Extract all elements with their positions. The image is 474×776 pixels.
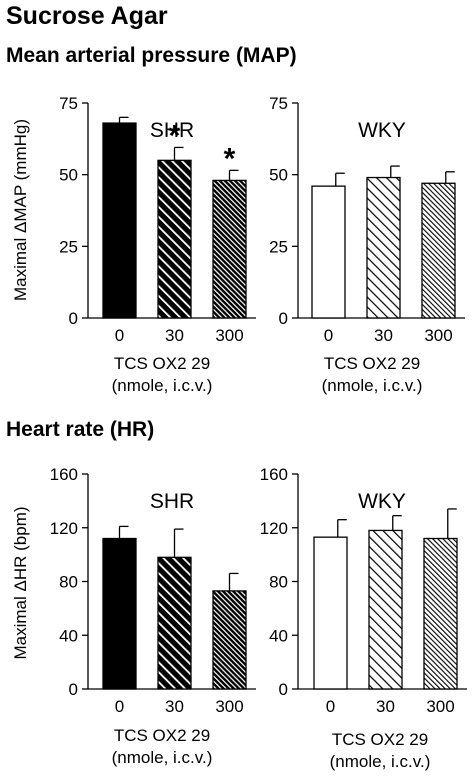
panel-2-y-tick-label: 25	[269, 237, 288, 256]
panel-1-y-tick-label: 50	[59, 166, 78, 185]
panel-2-title: WKY	[358, 119, 406, 142]
panel-3-y-tick-label: 0	[69, 680, 78, 699]
panel-3-bar-300	[212, 590, 247, 690]
map-section-heading: Mean arterial pressure (MAP)	[6, 44, 297, 67]
hr-section-heading: Heart rate (HR)	[6, 418, 155, 441]
panel-1-bar-0	[102, 122, 137, 319]
panel-4-x-tick-label: 30	[376, 697, 395, 716]
panel-3-bar-0	[102, 537, 137, 690]
panel-4-y-tick-label: 0	[279, 680, 288, 699]
panel-3-y-label: Maximal ΔHR (bpm)	[11, 506, 30, 659]
panel-4-x-label: TCS OX2 29	[332, 730, 428, 749]
panel-4-bar-300	[423, 537, 458, 690]
panel-4-y-tick-label: 120	[260, 519, 288, 538]
panel-1-bar-300	[212, 179, 247, 319]
panel-1-bar-30	[157, 159, 192, 319]
panel-3-title: SHR	[150, 490, 194, 513]
panel-3-y-tick-label: 40	[59, 626, 78, 645]
panel-1-title: SHR	[150, 119, 194, 142]
panel-4-bar-0	[313, 536, 348, 690]
panel-3-x-label: TCS OX2 29	[114, 726, 210, 745]
panel-4-y-tick-label: 80	[269, 573, 288, 592]
panel-2-bar-300	[421, 182, 456, 319]
panel-3-x-tick-label: 30	[165, 697, 184, 716]
panel-4-y-tick-label: 40	[269, 626, 288, 645]
panel-1-x-tick-label: 300	[215, 326, 243, 345]
panel-1-y-tick-label: 0	[69, 309, 78, 328]
panel-1-x-label: TCS OX2 29	[114, 354, 210, 373]
panel-3-x-label-sub: (nmole, i.c.v.)	[112, 748, 213, 767]
panel-4-x-label-sub: (nmole, i.c.v.)	[330, 752, 431, 771]
panel-1-x-tick-label: 0	[115, 326, 124, 345]
panel-3-y-tick-label: 120	[50, 519, 78, 538]
panel-1-y-label: Maximal ΔMAP (mmHg)	[11, 119, 30, 301]
panel-2-x-tick-label: 300	[424, 326, 452, 345]
panel-1-y-tick-label: 25	[59, 237, 78, 256]
panel-2-x-label-sub: (nmole, i.c.v.)	[322, 376, 423, 395]
figure-title: Sucrose Agar	[6, 2, 168, 30]
panel-2-bar-30	[366, 176, 401, 319]
panel-3-bar-30	[157, 556, 192, 690]
panel-2-bar-0	[311, 185, 346, 319]
panel-2-y-tick-label: 75	[269, 94, 288, 113]
panel-3-y-tick-label: 80	[59, 573, 78, 592]
panel-1-x-label-sub: (nmole, i.c.v.)	[112, 376, 213, 395]
panel-4-y-tick-label: 160	[260, 465, 288, 484]
panel-2-y-tick-label: 50	[269, 166, 288, 185]
panel-2-y-tick-label: 0	[279, 309, 288, 328]
panel-4-title: WKY	[358, 490, 406, 513]
panel-1-x-tick-label: 30	[165, 326, 184, 345]
panel-3-x-tick-label: 300	[215, 697, 243, 716]
panel-1-significance-marker: *	[224, 142, 236, 175]
panel-1-significance-marker: *	[169, 119, 181, 152]
panel-2-x-tick-label: 0	[324, 326, 333, 345]
panel-4-bar-30	[368, 529, 403, 690]
panel-3-x-tick-label: 0	[115, 697, 124, 716]
panel-4-x-tick-label: 0	[326, 697, 335, 716]
panel-3-y-tick-label: 160	[50, 465, 78, 484]
panel-2-x-label: TCS OX2 29	[324, 354, 420, 373]
panel-1-y-tick-label: 75	[59, 94, 78, 113]
panel-4-x-tick-label: 300	[426, 697, 454, 716]
panel-2-x-tick-label: 30	[374, 326, 393, 345]
